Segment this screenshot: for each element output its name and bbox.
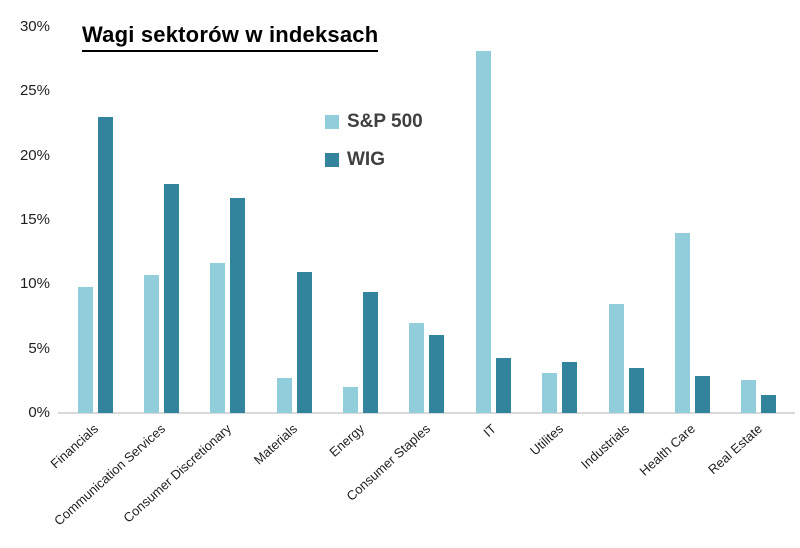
legend-label-sp500: S&P 500	[347, 111, 423, 132]
bar-wig-it	[495, 357, 511, 413]
y-tick-label-5: 5%	[28, 339, 50, 357]
y-tick-label-25: 25%	[19, 82, 50, 100]
legend-swatch-wig	[325, 153, 339, 167]
legend: S&P 500 WIG	[325, 103, 423, 179]
bar-wig-real-estate	[761, 395, 777, 413]
y-tick-label-0: 0%	[28, 404, 50, 421]
x-axis-line	[58, 412, 795, 414]
y-tick-label-20: 20%	[19, 146, 50, 164]
bar-wig-health-care	[694, 375, 710, 413]
bar-sp500-communication-services	[144, 275, 160, 413]
bar-wig-consumer-discretionary	[230, 198, 246, 413]
y-tick-label-10: 10%	[19, 275, 50, 293]
bar-sp500-consumer-discretionary	[210, 262, 226, 413]
bar-group-utilites	[542, 361, 578, 413]
legend-item-wig: WIG	[325, 141, 423, 179]
bar-group-consumer-staples	[409, 322, 445, 413]
bar-wig-communication-services	[164, 184, 180, 413]
chart-title: Wagi sektorów w indeksach	[82, 22, 379, 52]
y-tick-label-15: 15%	[19, 211, 50, 228]
bar-wig-energy	[363, 292, 379, 413]
legend-label-wig: WIG	[347, 149, 385, 170]
bar-sp500-energy	[343, 387, 359, 413]
bar-wig-industrials	[628, 368, 644, 413]
bar-group-health-care	[674, 232, 710, 413]
bar-sp500-industrials	[608, 303, 624, 413]
bar-sp500-utilites	[542, 373, 558, 413]
bar-group-real-estate	[741, 379, 777, 413]
bar-sp500-it	[475, 51, 491, 413]
bar-sp500-materials	[276, 378, 292, 413]
plot-area	[62, 27, 792, 413]
bar-sp500-financials	[77, 286, 93, 413]
y-tick-label-30: 30%	[19, 18, 50, 35]
bar-group-financials	[77, 117, 113, 413]
legend-swatch-sp500	[325, 115, 339, 129]
bar-group-energy	[343, 292, 379, 413]
bar-group-communication-services	[144, 184, 180, 413]
bar-wig-consumer-staples	[429, 334, 445, 413]
bar-group-consumer-discretionary	[210, 198, 246, 413]
legend-item-sp500: S&P 500	[325, 103, 423, 141]
bar-sp500-consumer-staples	[409, 322, 425, 413]
bar-sp500-real-estate	[741, 379, 757, 413]
bar-group-materials	[276, 271, 312, 413]
bar-wig-materials	[296, 271, 312, 413]
bar-wig-financials	[97, 117, 113, 413]
bar-sp500-health-care	[674, 232, 690, 413]
bar-group-industrials	[608, 303, 644, 413]
bar-wig-utilites	[562, 361, 578, 413]
bar-group-it	[475, 51, 511, 413]
